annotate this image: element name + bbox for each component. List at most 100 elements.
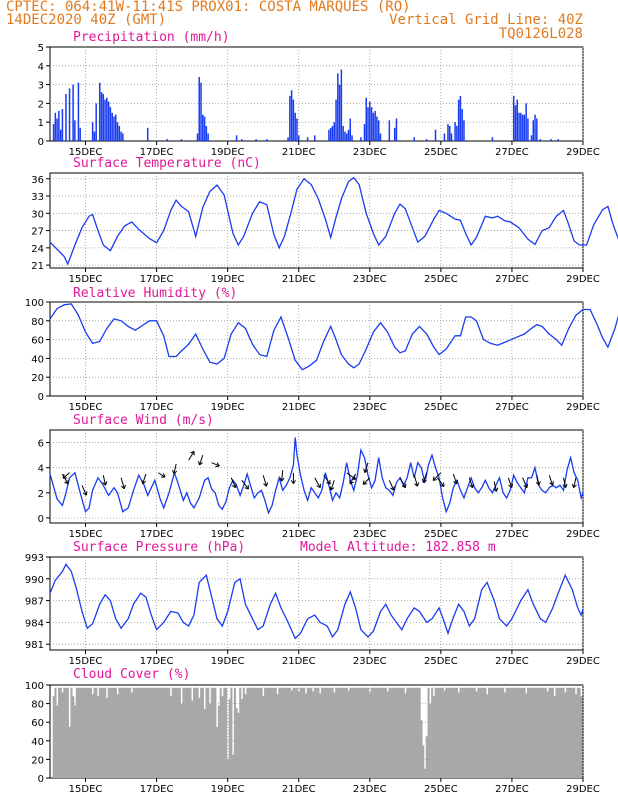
wind-vector-head — [62, 474, 67, 479]
pressure-title: Surface Pressure (hPa) — [73, 540, 245, 555]
cloud-bar — [178, 687, 181, 778]
precip-bar — [337, 73, 339, 141]
cloud-bar — [299, 687, 302, 778]
cloud-bar — [161, 687, 164, 778]
precip-bar — [98, 82, 101, 141]
wind-vector-head — [349, 479, 354, 485]
precip-bar — [447, 124, 449, 141]
precip-bar — [235, 135, 238, 141]
cloud-bar — [500, 687, 503, 778]
wind-xtick-label: 25DEC — [424, 529, 458, 540]
wind-vector — [314, 477, 321, 488]
precip-bar — [360, 137, 362, 141]
cloud-bar — [180, 703, 183, 778]
wind-vector-head — [326, 480, 331, 485]
wind-vector — [522, 477, 528, 488]
precip-bar — [395, 118, 398, 141]
wind-vector — [493, 481, 497, 492]
cloud-bar — [432, 696, 435, 778]
cloud-bar — [439, 687, 443, 778]
wind-vector-head — [190, 450, 195, 456]
cloud-bar — [537, 687, 540, 778]
cloud-bar — [363, 687, 366, 778]
rh-xtick-label: 23DEC — [353, 402, 387, 413]
cloud-bar — [228, 698, 231, 778]
cloud-bar — [127, 687, 130, 778]
wind-vector-head — [439, 482, 445, 488]
cloud-bar — [535, 687, 538, 778]
cloud-bar — [455, 687, 459, 778]
rh-line — [49, 303, 618, 371]
wind-vector-head — [421, 478, 427, 484]
cloud-bar — [329, 687, 332, 778]
wind-vector — [102, 475, 106, 486]
precip-bar — [525, 103, 527, 141]
cloud-bar — [434, 687, 437, 778]
wind-xtick-label: 23DEC — [353, 529, 387, 540]
cloud-bar — [196, 687, 199, 778]
cloud-bar — [480, 687, 483, 778]
precip-bar — [122, 133, 124, 141]
cloud-bar — [427, 687, 430, 778]
cloud-bar — [173, 687, 176, 778]
cloud-bar — [209, 703, 212, 778]
precip-bar — [376, 116, 378, 141]
precip-bar — [413, 137, 415, 141]
precip-bar — [393, 127, 396, 141]
cloud-bar — [317, 687, 320, 778]
cloud-bar — [374, 687, 377, 778]
cloud-bar — [418, 687, 421, 778]
cloud-bar — [358, 687, 361, 778]
precip-bar — [527, 118, 529, 141]
cloud-bar — [521, 687, 524, 778]
precip-bar — [557, 139, 559, 141]
wind-vector — [346, 472, 356, 480]
cloud-bar — [130, 692, 133, 778]
wind-ytick-label: 4 — [38, 464, 44, 475]
precip-bar — [91, 122, 94, 141]
precip-bar — [93, 131, 96, 141]
cloud-bar — [402, 687, 405, 778]
cloud-bar — [310, 687, 313, 778]
cloud-bar — [356, 687, 359, 778]
precip-bar — [338, 84, 341, 141]
cloud-ytick-label: 80 — [31, 700, 44, 711]
cloud-bar — [425, 736, 428, 778]
pres-xtick-label: 27DEC — [495, 656, 529, 667]
wind-vector-head — [414, 482, 420, 487]
cloud-bar — [166, 687, 169, 778]
cloud-bar — [271, 687, 274, 778]
wind-vector-head — [390, 486, 395, 491]
cloud-bar — [381, 687, 384, 778]
cloud-bar — [564, 692, 567, 778]
cloud-bar — [82, 687, 85, 778]
wind-vector-head — [121, 484, 126, 490]
cloud-bar — [207, 687, 210, 778]
wind-vector — [262, 475, 267, 487]
temp-ytick-label: 30 — [31, 209, 44, 220]
cloud-bar — [137, 687, 141, 778]
cloud-bar — [292, 687, 295, 778]
cloud-bar — [312, 691, 315, 778]
rh-xtick-label: 15DEC — [69, 402, 103, 413]
cloud-bar — [551, 687, 554, 778]
cloud-bar — [550, 687, 553, 778]
cloud-bar — [532, 687, 535, 778]
precip-bar — [331, 125, 334, 141]
cloud-bar — [104, 687, 107, 778]
cloud-bar — [141, 687, 144, 778]
cloud-bar — [272, 687, 276, 778]
cloud-bar — [308, 687, 311, 778]
wind-vector-head — [279, 477, 285, 482]
pres-line — [49, 563, 584, 640]
cloud-ytick-label: 0 — [38, 774, 44, 785]
wind-vector-head — [263, 482, 269, 487]
wind-vector-head — [535, 481, 541, 486]
cloud-bar — [114, 687, 117, 778]
wind-vector-head — [290, 480, 296, 484]
wind-vector-head — [362, 480, 368, 485]
cloud-bar — [129, 687, 132, 778]
pres-ytick-label: 984 — [25, 618, 44, 629]
cloud-bar — [368, 692, 371, 778]
wind-vector — [436, 477, 445, 487]
